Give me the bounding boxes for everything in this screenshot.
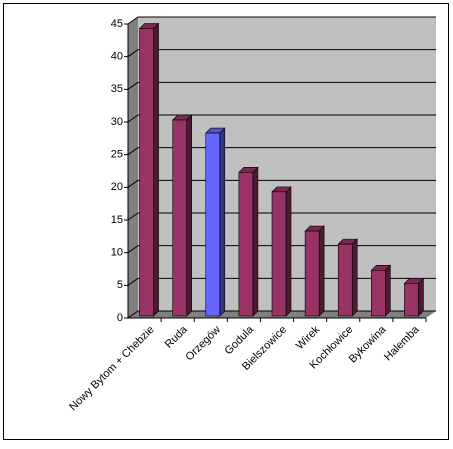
bar-side	[418, 277, 424, 317]
grid-line-side	[127, 81, 139, 90]
y-tick-label: 30	[111, 116, 123, 128]
bar-side	[219, 127, 226, 317]
y-tick-label: 25	[111, 149, 123, 161]
bar-side	[385, 264, 391, 317]
grid-line-side	[127, 147, 139, 156]
y-tick-label: 45	[111, 18, 123, 30]
bar-side	[186, 114, 192, 317]
y-tick-label: 0	[117, 312, 123, 324]
bar-side	[285, 186, 292, 317]
grid-line-side	[127, 310, 139, 319]
y-tick-label: 40	[111, 51, 123, 63]
bar-side	[153, 22, 159, 317]
bar	[238, 171, 254, 317]
y-tick-label: 20	[111, 181, 123, 193]
y-tick-label: 10	[111, 247, 123, 259]
bar	[404, 283, 419, 317]
grid-line-side	[127, 49, 139, 58]
bar	[271, 191, 287, 317]
grid-line-side	[127, 179, 139, 188]
bar	[139, 28, 154, 317]
bar-side	[351, 238, 358, 317]
bar	[337, 243, 353, 317]
side-wall	[128, 17, 138, 318]
grid-line-side	[127, 16, 139, 25]
y-tick-label: 5	[117, 279, 123, 291]
bar	[172, 119, 187, 317]
bar-side	[318, 225, 325, 317]
y-tick-label: 35	[111, 83, 123, 95]
bar-side	[252, 166, 259, 317]
bar	[371, 269, 386, 317]
grid-line-side	[127, 114, 139, 123]
grid-line-side	[127, 245, 139, 254]
grid-line-side	[127, 212, 139, 221]
bar	[205, 132, 221, 317]
y-tick-label: 15	[111, 214, 123, 226]
grid-line-side	[127, 277, 139, 286]
bar	[304, 230, 320, 317]
